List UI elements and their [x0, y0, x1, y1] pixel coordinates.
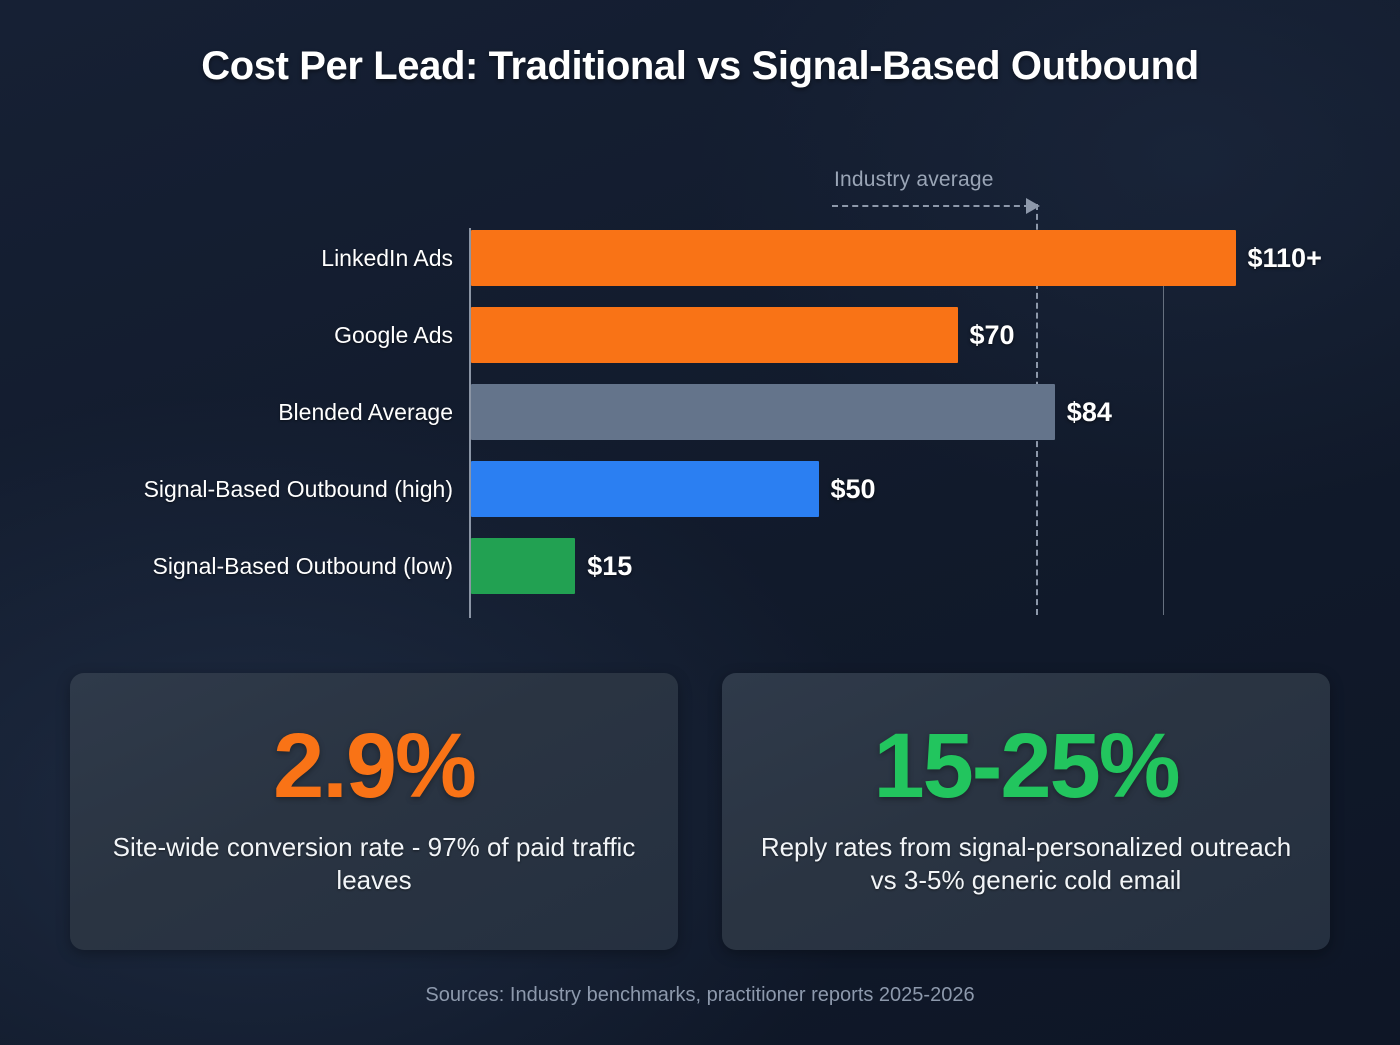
bar-category-label: LinkedIn Ads [321, 245, 453, 271]
bar-track [471, 307, 958, 363]
bar-row: LinkedIn Ads $110+ [0, 230, 1400, 286]
bar-track [471, 384, 1055, 440]
bar-category-label: Blended Average [278, 399, 453, 425]
bar-fill [471, 384, 1055, 440]
bar-value-label: $15 [587, 551, 633, 581]
industry-average-arrow [832, 198, 1044, 214]
reference-gridline [1163, 230, 1164, 615]
bar-row: Signal-Based Outbound (high) $50 [0, 461, 1400, 517]
bar-row: Blended Average $84 [0, 384, 1400, 440]
bar-fill [471, 538, 576, 594]
bar-track [471, 461, 819, 517]
bar-value-label: $110+ [1247, 243, 1322, 273]
bar-value-label: $70 [969, 320, 1015, 350]
stat-card-caption: Reply rates from signal-personalized out… [760, 831, 1292, 895]
sources-footer: Sources: Industry benchmarks, practition… [425, 984, 975, 1006]
stat-card-caption: Site-wide conversion rate - 97% of paid … [112, 831, 636, 895]
bar-fill [471, 307, 958, 363]
bar-track [471, 230, 1236, 286]
stat-card-number: 2.9% [273, 714, 477, 817]
stat-card-reply-rate: 15-25% Reply rates from signal-personali… [722, 673, 1330, 950]
page-title: Cost Per Lead: Traditional vs Signal-Bas… [201, 44, 1199, 88]
bar-value-label: $84 [1066, 397, 1112, 427]
bar-fill [471, 461, 819, 517]
stat-cards: 2.9% Site-wide conversion rate - 97% of … [70, 673, 1330, 950]
bar-category-label: Google Ads [334, 322, 453, 348]
bar-row: Signal-Based Outbound (low) $15 [0, 538, 1400, 594]
bar-row: Google Ads $70 [0, 307, 1400, 363]
bar-category-label: Signal-Based Outbound (low) [152, 553, 453, 579]
bar-category-label: Signal-Based Outbound (high) [143, 476, 453, 502]
bar-fill [471, 230, 1236, 286]
stat-card-number: 15-25% [873, 714, 1180, 817]
y-axis-line [469, 228, 471, 618]
bar-track [471, 538, 576, 594]
bar-chart: Industry average LinkedIn Ads $110+ Google… [0, 160, 1400, 640]
bar-value-label: $50 [830, 474, 876, 504]
stat-card-conversion-rate: 2.9% Site-wide conversion rate - 97% of … [70, 673, 678, 950]
dashed-arrow-line [832, 205, 1030, 207]
industry-average-label: Industry average [834, 168, 994, 191]
